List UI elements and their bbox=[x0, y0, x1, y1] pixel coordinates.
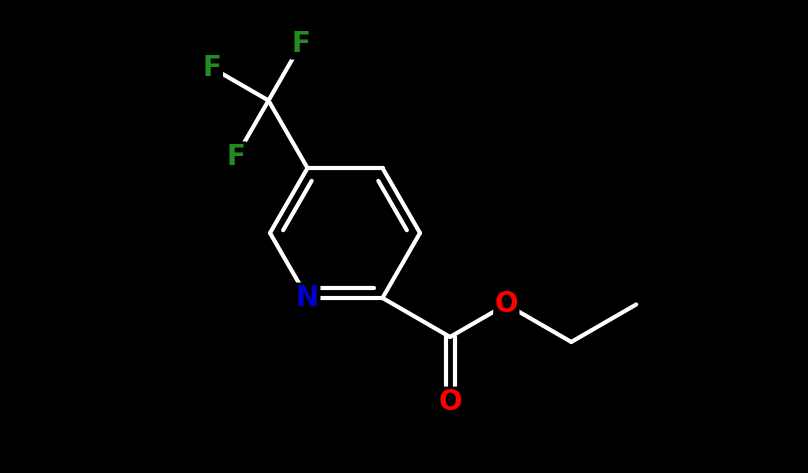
Text: F: F bbox=[203, 54, 221, 82]
Text: F: F bbox=[292, 30, 310, 58]
Text: N: N bbox=[296, 284, 319, 312]
Text: O: O bbox=[438, 388, 462, 416]
Text: O: O bbox=[494, 290, 518, 318]
Text: F: F bbox=[226, 143, 246, 171]
